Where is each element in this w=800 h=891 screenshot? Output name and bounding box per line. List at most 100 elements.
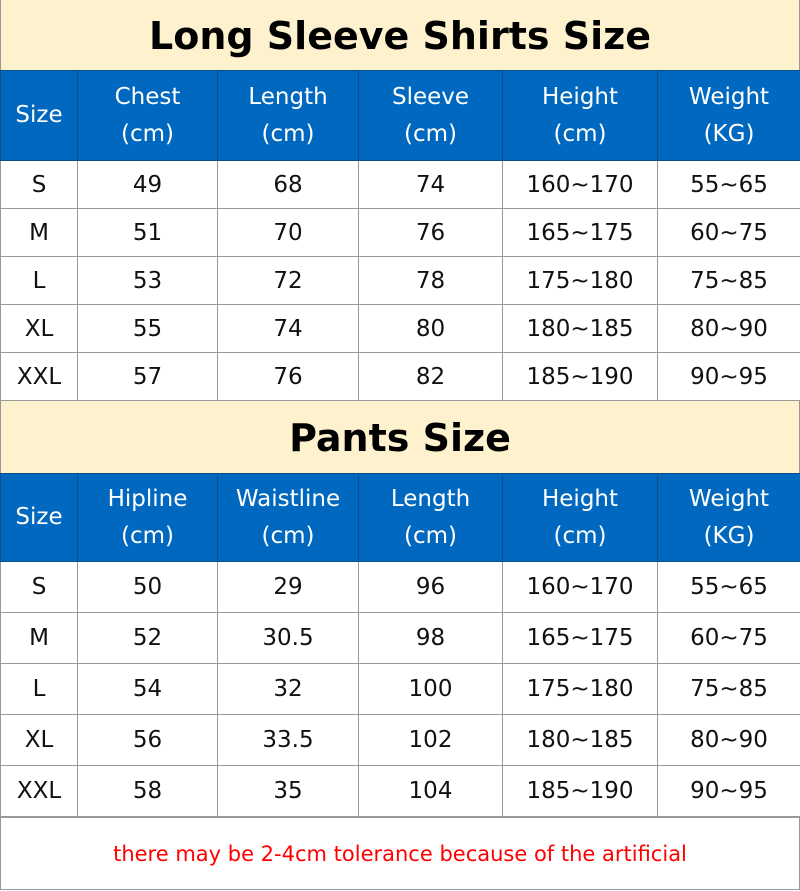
column-header-line: Hipline: [79, 481, 216, 518]
column-header-line: (cm): [219, 116, 357, 153]
size-cell: M: [1, 209, 78, 257]
value-cell: 30.5: [218, 613, 359, 664]
value-cell: 60~75: [658, 209, 800, 257]
value-cell: 90~95: [658, 766, 800, 817]
value-cell: 90~95: [658, 353, 800, 401]
value-cell: 78: [359, 257, 503, 305]
column-header-line: Chest: [79, 79, 216, 116]
column-header-line: Height: [504, 481, 656, 518]
value-cell: 50: [78, 562, 218, 613]
value-cell: 76: [359, 209, 503, 257]
value-cell: 75~85: [658, 664, 800, 715]
value-cell: 165~175: [503, 209, 658, 257]
value-cell: 29: [218, 562, 359, 613]
column-header: Sleeve(cm): [359, 71, 503, 161]
column-header-line: (cm): [360, 116, 501, 153]
value-cell: 35: [218, 766, 359, 817]
value-cell: 52: [78, 613, 218, 664]
value-cell: 53: [78, 257, 218, 305]
column-header: Weight(KG): [658, 71, 800, 161]
column-header-line: Height: [504, 79, 656, 116]
column-header-line: Waistline: [219, 481, 357, 518]
value-cell: 70: [218, 209, 359, 257]
value-cell: 175~180: [503, 257, 658, 305]
column-header: Height(cm): [503, 71, 658, 161]
column-header-line: (cm): [79, 518, 216, 555]
value-cell: 80: [359, 305, 503, 353]
value-cell: 180~185: [503, 715, 658, 766]
column-header-line: (cm): [360, 518, 501, 555]
size-cell: S: [1, 161, 78, 209]
column-header-line: (cm): [79, 116, 216, 153]
tolerance-note: there may be 2-4cm tolerance because of …: [0, 817, 800, 890]
shirts-title: Long Sleeve Shirts Size: [0, 0, 800, 70]
value-cell: 57: [78, 353, 218, 401]
size-cell: XL: [1, 715, 78, 766]
value-cell: 80~90: [658, 715, 800, 766]
column-header-line: Size: [2, 499, 76, 536]
value-cell: 180~185: [503, 305, 658, 353]
value-cell: 96: [359, 562, 503, 613]
size-cell: M: [1, 613, 78, 664]
pants-title: Pants Size: [0, 401, 800, 473]
value-cell: 100: [359, 664, 503, 715]
column-header-line: Weight: [659, 79, 799, 116]
size-cell: S: [1, 562, 78, 613]
column-header-line: Sleeve: [360, 79, 501, 116]
value-cell: 55~65: [658, 161, 800, 209]
size-cell: L: [1, 664, 78, 715]
size-cell: L: [1, 257, 78, 305]
column-header-line: Weight: [659, 481, 799, 518]
value-cell: 49: [78, 161, 218, 209]
value-cell: 82: [359, 353, 503, 401]
value-cell: 60~75: [658, 613, 800, 664]
value-cell: 175~180: [503, 664, 658, 715]
column-header: Waistline(cm): [218, 474, 359, 562]
column-header-line: (cm): [219, 518, 357, 555]
value-cell: 185~190: [503, 766, 658, 817]
column-header-line: Size: [2, 97, 76, 134]
value-cell: 51: [78, 209, 218, 257]
value-cell: 76: [218, 353, 359, 401]
column-header: Length(cm): [218, 71, 359, 161]
column-header: Chest(cm): [78, 71, 218, 161]
value-cell: 98: [359, 613, 503, 664]
column-header-line: (KG): [659, 116, 799, 153]
value-cell: 160~170: [503, 161, 658, 209]
column-header: Hipline(cm): [78, 474, 218, 562]
column-header: Length(cm): [359, 474, 503, 562]
column-header-line: (cm): [504, 116, 656, 153]
column-header-line: (cm): [504, 518, 656, 555]
column-header: Size: [1, 71, 78, 161]
value-cell: 33.5: [218, 715, 359, 766]
value-cell: 102: [359, 715, 503, 766]
column-header: Size: [1, 474, 78, 562]
size-cell: XXL: [1, 353, 78, 401]
value-cell: 104: [359, 766, 503, 817]
value-cell: 80~90: [658, 305, 800, 353]
size-cell: XL: [1, 305, 78, 353]
value-cell: 165~175: [503, 613, 658, 664]
value-cell: 160~170: [503, 562, 658, 613]
value-cell: 68: [218, 161, 359, 209]
value-cell: 55~65: [658, 562, 800, 613]
value-cell: 56: [78, 715, 218, 766]
column-header: Height(cm): [503, 474, 658, 562]
value-cell: 75~85: [658, 257, 800, 305]
column-header-line: Length: [360, 481, 501, 518]
value-cell: 74: [218, 305, 359, 353]
value-cell: 74: [359, 161, 503, 209]
